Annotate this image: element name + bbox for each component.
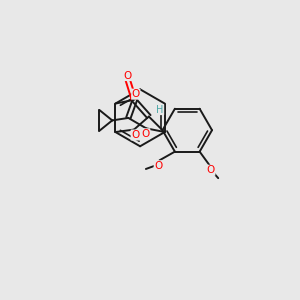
Text: O: O — [131, 130, 140, 140]
Text: O: O — [132, 89, 140, 99]
Text: O: O — [142, 129, 150, 139]
Text: O: O — [154, 161, 162, 171]
Text: O: O — [207, 165, 215, 175]
Text: H: H — [156, 105, 164, 115]
Text: O: O — [124, 70, 132, 81]
